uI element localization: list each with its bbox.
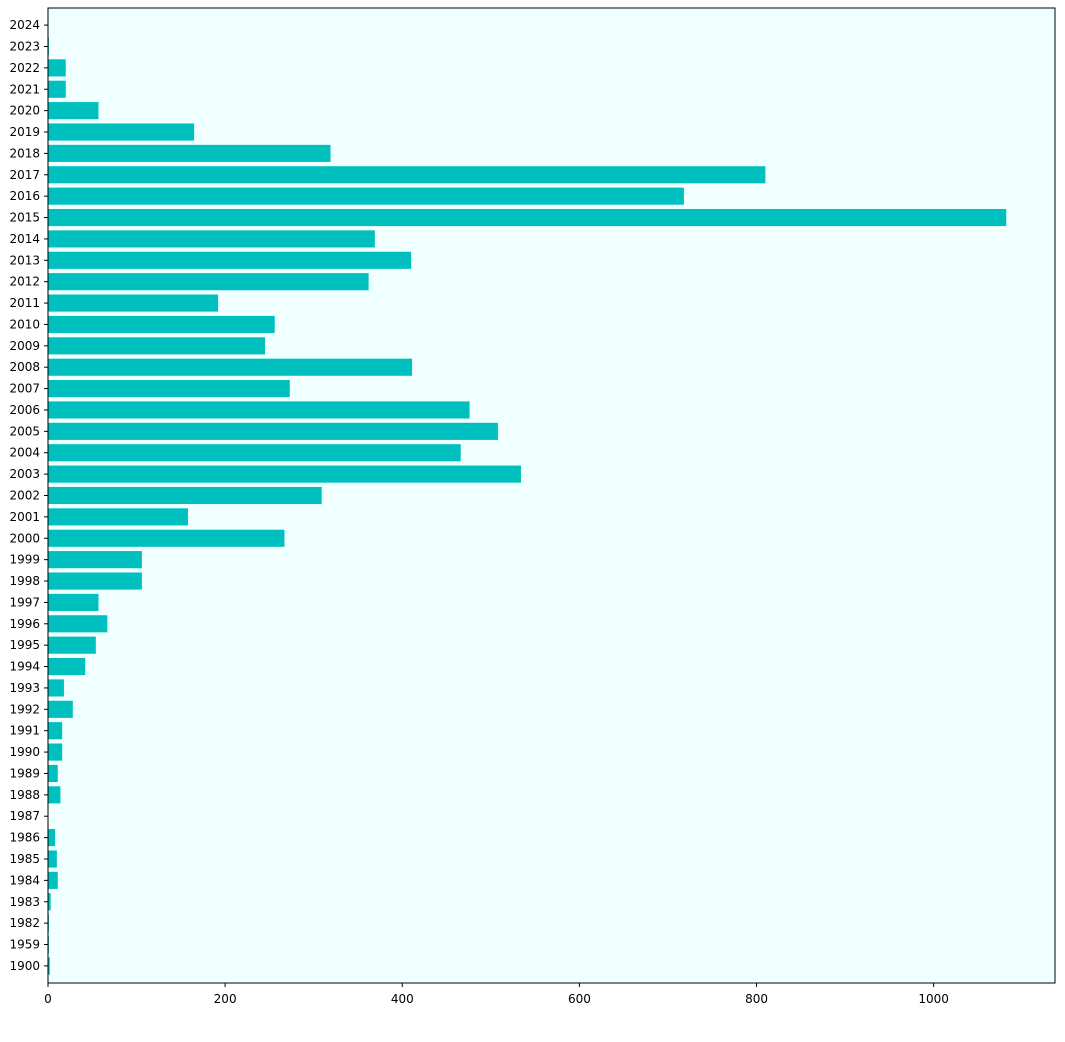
y-tick-label: 2002	[9, 489, 40, 503]
bar-1989	[48, 764, 58, 783]
bar-1992	[48, 700, 73, 718]
bar-2021	[48, 80, 66, 98]
bar-2004	[48, 444, 461, 462]
y-tick-label: 1992	[9, 702, 40, 716]
y-tick-label: 2001	[9, 510, 40, 524]
y-tick-label: 2014	[9, 232, 40, 246]
bar-2017	[48, 166, 766, 184]
bar-1990	[48, 743, 63, 761]
y-tick-label: 2023	[9, 39, 40, 53]
bar-2018	[48, 144, 331, 162]
y-tick-label: 2000	[9, 531, 40, 545]
y-tick-label: 1998	[9, 574, 40, 588]
x-tick-label: 200	[214, 992, 237, 1006]
bar-2022	[48, 59, 66, 77]
y-tick-label: 1989	[9, 766, 40, 780]
y-tick-label: 1993	[9, 681, 40, 695]
x-tick-label: 400	[391, 992, 414, 1006]
y-tick-label: 1986	[9, 831, 40, 845]
y-tick-label: 2021	[9, 82, 40, 96]
bar-2011	[48, 294, 219, 312]
y-tick-label: 1959	[9, 938, 40, 952]
bar-1996	[48, 615, 108, 633]
y-tick-label: 2007	[9, 382, 40, 396]
y-tick-label: 1990	[9, 745, 40, 759]
y-tick-label: 2006	[9, 403, 40, 417]
y-tick-label: 2015	[9, 211, 40, 225]
y-tick-label: 2010	[9, 317, 40, 331]
bar-2019	[48, 123, 195, 141]
y-axis: 1900 1959 1982 1983 1984 1985 1986 1987 1988 1989…	[9, 18, 48, 973]
x-tick-label: 600	[568, 992, 591, 1006]
y-tick-label: 1994	[9, 660, 40, 674]
bars-group	[48, 37, 1007, 975]
bar-2005	[48, 422, 498, 440]
y-tick-label: 1984	[9, 873, 40, 887]
y-tick-label: 1997	[9, 595, 40, 609]
bar-2014	[48, 230, 375, 248]
y-tick-label: 1987	[9, 809, 40, 823]
x-tick-label: 800	[745, 992, 768, 1006]
bar-2008	[48, 358, 413, 376]
bar-2020	[48, 102, 99, 120]
bar-2003	[48, 465, 521, 483]
y-tick-label: 2003	[9, 467, 40, 481]
bar-2007	[48, 380, 290, 398]
y-tick-label: 1995	[9, 638, 40, 652]
x-tick-label: 1000	[918, 992, 949, 1006]
bar-2000	[48, 529, 285, 547]
y-tick-label: 2011	[9, 296, 40, 310]
y-tick-label: 1991	[9, 724, 40, 738]
bar-2013	[48, 251, 412, 269]
bar-1997	[48, 593, 99, 611]
bar-1994	[48, 658, 86, 676]
bar-1983	[48, 893, 51, 911]
bar-1986	[48, 829, 56, 847]
y-tick-label: 2013	[9, 253, 40, 267]
y-tick-label: 2005	[9, 424, 40, 438]
bar-2010	[48, 315, 275, 333]
y-tick-label: 1982	[9, 916, 40, 930]
bar-2016	[48, 187, 684, 205]
y-tick-label: 2009	[9, 339, 40, 353]
bar-2012	[48, 273, 369, 291]
y-tick-label: 1999	[9, 553, 40, 567]
y-tick-label: 2017	[9, 168, 40, 182]
bar-2015	[48, 208, 1007, 227]
bar-2009	[48, 337, 265, 355]
x-axis: 0 200 400 600 800 1000	[44, 983, 949, 1006]
y-tick-label: 2024	[9, 18, 40, 32]
y-tick-label: 2012	[9, 275, 40, 289]
y-tick-label: 2019	[9, 125, 40, 139]
y-tick-label: 1988	[9, 788, 40, 802]
y-tick-label: 1996	[9, 617, 40, 631]
bar-2001	[48, 508, 188, 526]
y-tick-label: 1985	[9, 852, 40, 866]
bar-1993	[48, 679, 64, 697]
y-tick-label: 2004	[9, 446, 40, 460]
bar-1998	[48, 572, 142, 590]
y-tick-label: 1900	[9, 959, 40, 973]
y-tick-label: 2016	[9, 189, 40, 203]
y-tick-label: 2022	[9, 61, 40, 75]
y-tick-label: 1983	[9, 895, 40, 909]
bar-1985	[48, 850, 57, 868]
bar-1900	[48, 957, 50, 975]
bar-1999	[48, 551, 142, 569]
y-tick-label: 2008	[9, 360, 40, 374]
bar-2002	[48, 486, 322, 505]
y-tick-label: 2018	[9, 146, 40, 160]
bar-1984	[48, 871, 58, 889]
bar-1991	[48, 722, 63, 740]
x-tick-label: 0	[44, 992, 52, 1006]
plot-frame	[47, 7, 1056, 984]
bar-1988	[48, 786, 61, 804]
bar-2006	[48, 401, 470, 419]
bar-1995	[48, 636, 96, 654]
y-tick-label: 2020	[9, 104, 40, 118]
